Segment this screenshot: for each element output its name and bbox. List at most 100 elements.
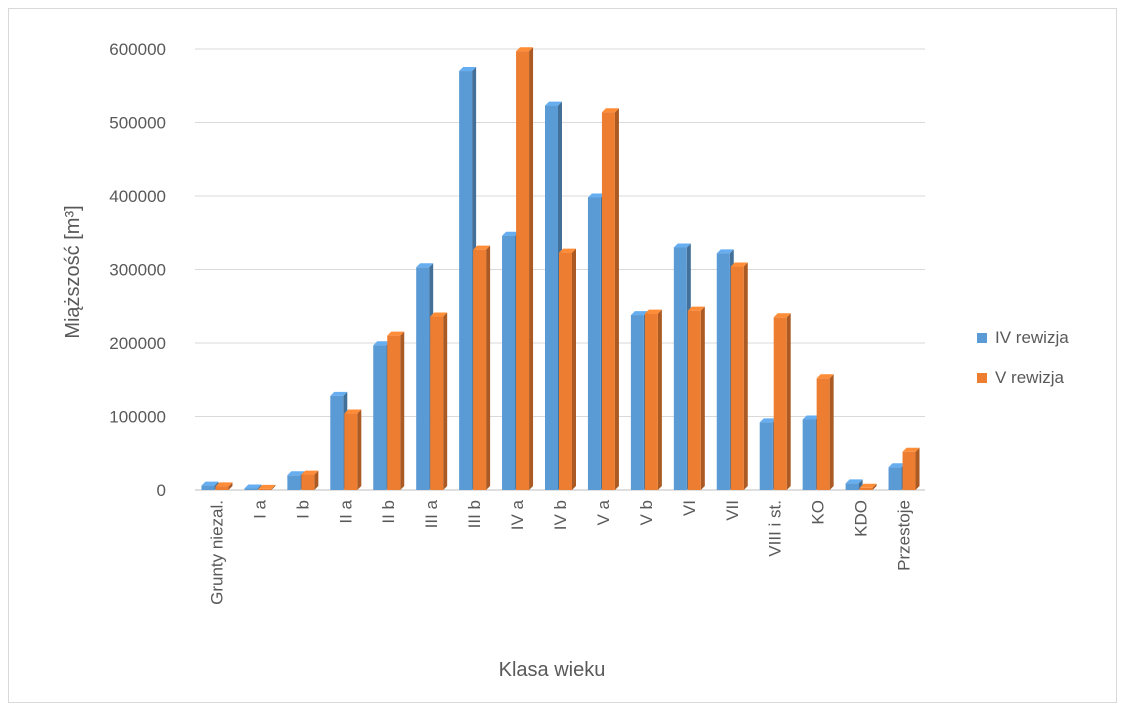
bar xyxy=(845,479,863,490)
bar xyxy=(344,409,362,490)
bar-front xyxy=(802,419,816,490)
legend-swatch xyxy=(977,333,987,343)
bar xyxy=(773,313,791,490)
bar-front xyxy=(430,316,444,490)
bar-front xyxy=(516,51,530,491)
y-tick-label: 200000 xyxy=(109,334,166,353)
bar-side xyxy=(786,313,791,490)
bar-top xyxy=(287,471,305,476)
bar-top xyxy=(459,67,477,72)
bars xyxy=(201,47,920,491)
x-tick-label: VI xyxy=(680,500,699,516)
bar-front xyxy=(545,105,558,490)
bar-top xyxy=(859,483,877,488)
bar-top xyxy=(644,309,662,314)
bar-front xyxy=(559,252,572,490)
bar xyxy=(816,374,834,490)
bar-side xyxy=(614,108,619,491)
bar xyxy=(301,470,319,490)
bar-top xyxy=(802,415,820,420)
bar-front xyxy=(416,267,430,490)
bar-top xyxy=(215,482,233,487)
bar-side xyxy=(858,479,863,490)
y-tick-label: 100000 xyxy=(109,408,166,427)
bar-top xyxy=(244,484,262,489)
bar xyxy=(215,482,233,490)
y-tick-labels: 0 100000 200000 300000 400000 500000 600000 xyxy=(109,40,166,500)
x-tick-label: I b xyxy=(293,500,312,519)
bar-side xyxy=(228,482,233,490)
bar-top xyxy=(502,231,520,236)
bar-front xyxy=(630,315,644,490)
bar-front xyxy=(902,451,916,490)
bar-top xyxy=(301,470,319,475)
bar xyxy=(559,248,576,490)
bar-top xyxy=(545,101,562,106)
bar-top xyxy=(201,481,219,486)
x-tick-label: V b xyxy=(637,500,656,526)
bar xyxy=(902,447,920,490)
bar xyxy=(473,245,491,490)
bar-front xyxy=(387,335,401,490)
bar-front xyxy=(730,266,744,490)
bar-front xyxy=(673,247,687,490)
bar-top xyxy=(630,311,648,316)
bar xyxy=(644,309,662,490)
bar-top xyxy=(601,108,619,113)
bar-side xyxy=(829,374,834,490)
x-tick-label: Przestoje xyxy=(895,500,914,571)
x-tick-label: IV b xyxy=(551,500,570,530)
x-tick-label: III a xyxy=(422,499,441,528)
bar-side xyxy=(486,245,491,490)
bar-side xyxy=(700,306,705,490)
bar-front xyxy=(287,475,301,490)
bar-front xyxy=(473,249,487,490)
bar xyxy=(859,483,877,490)
y-tick-label: 600000 xyxy=(109,40,166,59)
bar-top xyxy=(673,243,691,248)
bar-front xyxy=(759,422,773,490)
bar-top xyxy=(845,479,863,484)
bar-side xyxy=(657,309,662,490)
bar-front xyxy=(330,395,344,490)
legend-label: IV rewizja xyxy=(995,328,1069,347)
bar-side xyxy=(572,248,576,490)
bar xyxy=(258,484,276,490)
bar-side xyxy=(872,483,877,490)
bar-front xyxy=(816,378,830,490)
bar-front xyxy=(845,483,859,490)
bar-top xyxy=(373,341,391,346)
legend-label: V rewizja xyxy=(995,368,1065,387)
y-tick-label: 300000 xyxy=(109,261,166,280)
bar xyxy=(387,331,405,490)
bar-top xyxy=(587,193,605,198)
bar-front xyxy=(215,486,229,490)
x-tick-label: VII xyxy=(723,500,742,521)
bar-side xyxy=(529,47,534,490)
x-tick-label: IV a xyxy=(508,499,527,530)
x-tick-labels: Grunty niezal. I a I b II a II b III a III b IV… xyxy=(207,499,913,604)
bar-front xyxy=(587,197,601,490)
y-tick-label: 0 xyxy=(157,481,166,500)
bar xyxy=(244,484,262,490)
x-tick-label: I a xyxy=(250,499,269,518)
bar-top xyxy=(559,248,576,253)
bar-front xyxy=(601,112,615,491)
bar-front xyxy=(201,485,215,490)
bar xyxy=(687,306,705,490)
bar-top xyxy=(516,47,534,52)
y-axis-title: Miąższość [m³] xyxy=(62,205,84,338)
x-tick-label: V a xyxy=(594,499,613,525)
bar-top xyxy=(416,263,434,268)
bar-front xyxy=(716,253,730,490)
bar-side xyxy=(400,331,405,490)
bar-side xyxy=(314,470,319,490)
bar-front xyxy=(258,488,272,490)
bar xyxy=(516,47,534,491)
bar-front xyxy=(344,413,358,490)
x-tick-label: KDO xyxy=(852,500,871,537)
bar-front xyxy=(502,235,516,490)
bar-top xyxy=(759,418,777,423)
bar-top xyxy=(816,374,834,379)
